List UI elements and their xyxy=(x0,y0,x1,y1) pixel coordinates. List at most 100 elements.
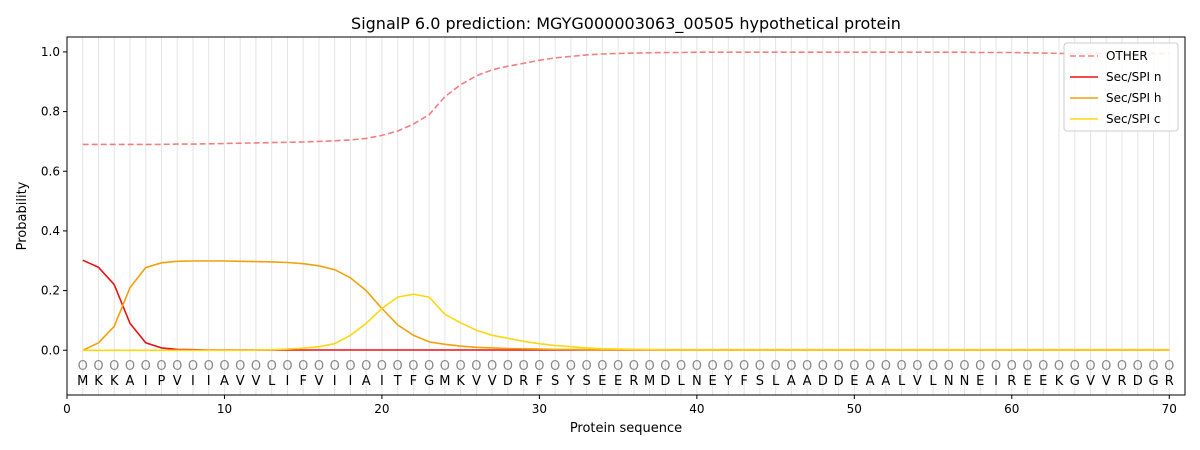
residue-label: V xyxy=(472,374,481,389)
residue-label: R xyxy=(1117,374,1126,389)
residue-label: K xyxy=(94,374,103,389)
legend-label: Sec/SPI h xyxy=(1106,91,1161,105)
residue-label: I xyxy=(349,374,353,389)
residue-label: E xyxy=(1039,374,1047,389)
region-marker: O xyxy=(629,359,639,374)
region-marker: O xyxy=(345,359,355,374)
region-marker: O xyxy=(849,359,859,374)
chart-title: SignalP 6.0 prediction: MGYG000003063_00… xyxy=(351,14,901,34)
x-tick-label: 40 xyxy=(689,402,704,416)
region-marker: O xyxy=(534,359,544,374)
residue-label: V xyxy=(236,374,245,389)
residue-label: V xyxy=(488,374,497,389)
residue-label: V xyxy=(252,374,261,389)
region-marker: O xyxy=(503,359,513,374)
region-marker: O xyxy=(393,359,403,374)
residue-label: P xyxy=(158,374,166,389)
residue-label: G xyxy=(424,374,434,389)
region-marker: O xyxy=(1038,359,1048,374)
region-marker: O xyxy=(959,359,969,374)
residue-label: F xyxy=(410,374,417,389)
residue-label: F xyxy=(740,374,747,389)
region-marker: O xyxy=(818,359,828,374)
region-marker: O xyxy=(377,359,387,374)
series-line-other xyxy=(82,51,1170,146)
residue-label: M xyxy=(77,374,88,389)
region-marker: O xyxy=(597,359,607,374)
region-marker: O xyxy=(928,359,938,374)
region-marker: O xyxy=(645,359,655,374)
x-tick-label: 30 xyxy=(532,402,547,416)
residue-label: R xyxy=(1007,374,1016,389)
y-tick-label: 0.4 xyxy=(41,224,60,238)
residue-label: D xyxy=(834,374,844,389)
residue-label: G xyxy=(1070,374,1080,389)
region-marker: O xyxy=(865,359,875,374)
residue-label: I xyxy=(286,374,290,389)
region-marker: O xyxy=(125,359,135,374)
region-marker: O xyxy=(991,359,1001,374)
region-marker: O xyxy=(770,359,780,374)
region-marker: O xyxy=(1164,359,1174,374)
residue-label: V xyxy=(1086,374,1095,389)
region-marker: O xyxy=(172,359,182,374)
residue-label: L xyxy=(268,374,276,389)
region-marker: O xyxy=(440,359,450,374)
y-tick-label: 0.8 xyxy=(41,105,60,119)
region-marker: O xyxy=(235,359,245,374)
region-marker: O xyxy=(739,359,749,374)
region-marker: O xyxy=(912,359,922,374)
region-marker: O xyxy=(1117,359,1127,374)
series-line-sec-spi-c xyxy=(82,293,1170,352)
residue-label: I xyxy=(191,374,195,389)
residue-label: E xyxy=(850,374,858,389)
region-marker: O xyxy=(109,359,119,374)
residue-label: A xyxy=(881,374,890,389)
legend-label: Sec/SPI c xyxy=(1106,112,1160,126)
region-marker: O xyxy=(188,359,198,374)
vertical-gridlines xyxy=(82,37,1170,395)
region-marker: O xyxy=(204,359,214,374)
residue-label: A xyxy=(787,374,796,389)
residue-label: M xyxy=(644,374,655,389)
residue-label: S xyxy=(756,374,764,389)
region-marker: O xyxy=(314,359,324,374)
region-marker: O xyxy=(298,359,308,374)
legend: OTHER Sec/SPI n Sec/SPI h Sec/SPI c xyxy=(1063,42,1179,132)
residue-label: F xyxy=(536,374,543,389)
x-tick-label: 10 xyxy=(217,402,232,416)
region-marker: O xyxy=(896,359,906,374)
y-tick-label: 0.6 xyxy=(41,164,60,178)
residue-label: I xyxy=(994,374,998,389)
region-marker: O xyxy=(408,359,418,374)
residue-label: N xyxy=(960,374,970,389)
region-marker: O xyxy=(1007,359,1017,374)
region-marker: O xyxy=(1022,359,1032,374)
residue-label: L xyxy=(677,374,685,389)
region-marker: O xyxy=(424,359,434,374)
x-tick-label: 50 xyxy=(847,402,862,416)
region-marker: O xyxy=(881,359,891,374)
region-marker: O xyxy=(471,359,481,374)
region-marker: O xyxy=(251,359,261,374)
series-lines xyxy=(82,51,1170,352)
legend-box xyxy=(1063,42,1179,132)
y-axis-label: Probability xyxy=(15,181,30,250)
y-tick-label: 0.0 xyxy=(41,343,60,357)
x-tick-label: 70 xyxy=(1162,402,1177,416)
residue-label: V xyxy=(913,374,922,389)
x-axis-label: Protein sequence xyxy=(570,421,682,436)
region-marker: O xyxy=(1085,359,1095,374)
region-marker: O xyxy=(93,359,103,374)
region-marker: O xyxy=(707,359,717,374)
residue-label: N xyxy=(692,374,702,389)
region-marker: O xyxy=(755,359,765,374)
residue-label: R xyxy=(1165,374,1174,389)
residue-label: E xyxy=(614,374,622,389)
residue-label: K xyxy=(456,374,465,389)
region-marker: O xyxy=(944,359,954,374)
residue-label: G xyxy=(1148,374,1158,389)
residue-label: Y xyxy=(566,374,575,389)
